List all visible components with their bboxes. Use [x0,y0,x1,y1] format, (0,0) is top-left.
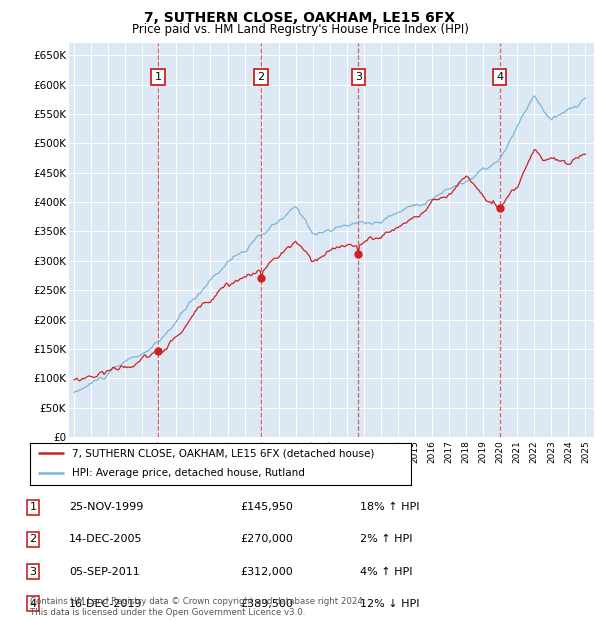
Text: Price paid vs. HM Land Registry's House Price Index (HPI): Price paid vs. HM Land Registry's House … [131,23,469,36]
Text: 12% ↓ HPI: 12% ↓ HPI [360,599,419,609]
Text: 7, SUTHERN CLOSE, OAKHAM, LE15 6FX: 7, SUTHERN CLOSE, OAKHAM, LE15 6FX [145,11,455,25]
Text: 3: 3 [355,72,362,82]
Text: 14-DEC-2005: 14-DEC-2005 [69,534,143,544]
Text: 2: 2 [257,72,265,82]
Text: 2: 2 [29,534,37,544]
Text: 4: 4 [496,72,503,82]
Text: 2% ↑ HPI: 2% ↑ HPI [360,534,413,544]
Text: 25-NOV-1999: 25-NOV-1999 [69,502,143,512]
Text: HPI: Average price, detached house, Rutland: HPI: Average price, detached house, Rutl… [72,468,305,478]
Text: Contains HM Land Registry data © Crown copyright and database right 2024.
This d: Contains HM Land Registry data © Crown c… [30,598,365,617]
Text: 4% ↑ HPI: 4% ↑ HPI [360,567,413,577]
Text: 05-SEP-2011: 05-SEP-2011 [69,567,140,577]
Text: £145,950: £145,950 [240,502,293,512]
Text: £270,000: £270,000 [240,534,293,544]
Text: £312,000: £312,000 [240,567,293,577]
Text: 4: 4 [29,599,37,609]
Text: 1: 1 [29,502,37,512]
Text: 3: 3 [29,567,37,577]
Text: 1: 1 [154,72,161,82]
Text: 7, SUTHERN CLOSE, OAKHAM, LE15 6FX (detached house): 7, SUTHERN CLOSE, OAKHAM, LE15 6FX (deta… [72,448,374,458]
Text: 18% ↑ HPI: 18% ↑ HPI [360,502,419,512]
Text: £389,500: £389,500 [240,599,293,609]
Text: 16-DEC-2019: 16-DEC-2019 [69,599,143,609]
